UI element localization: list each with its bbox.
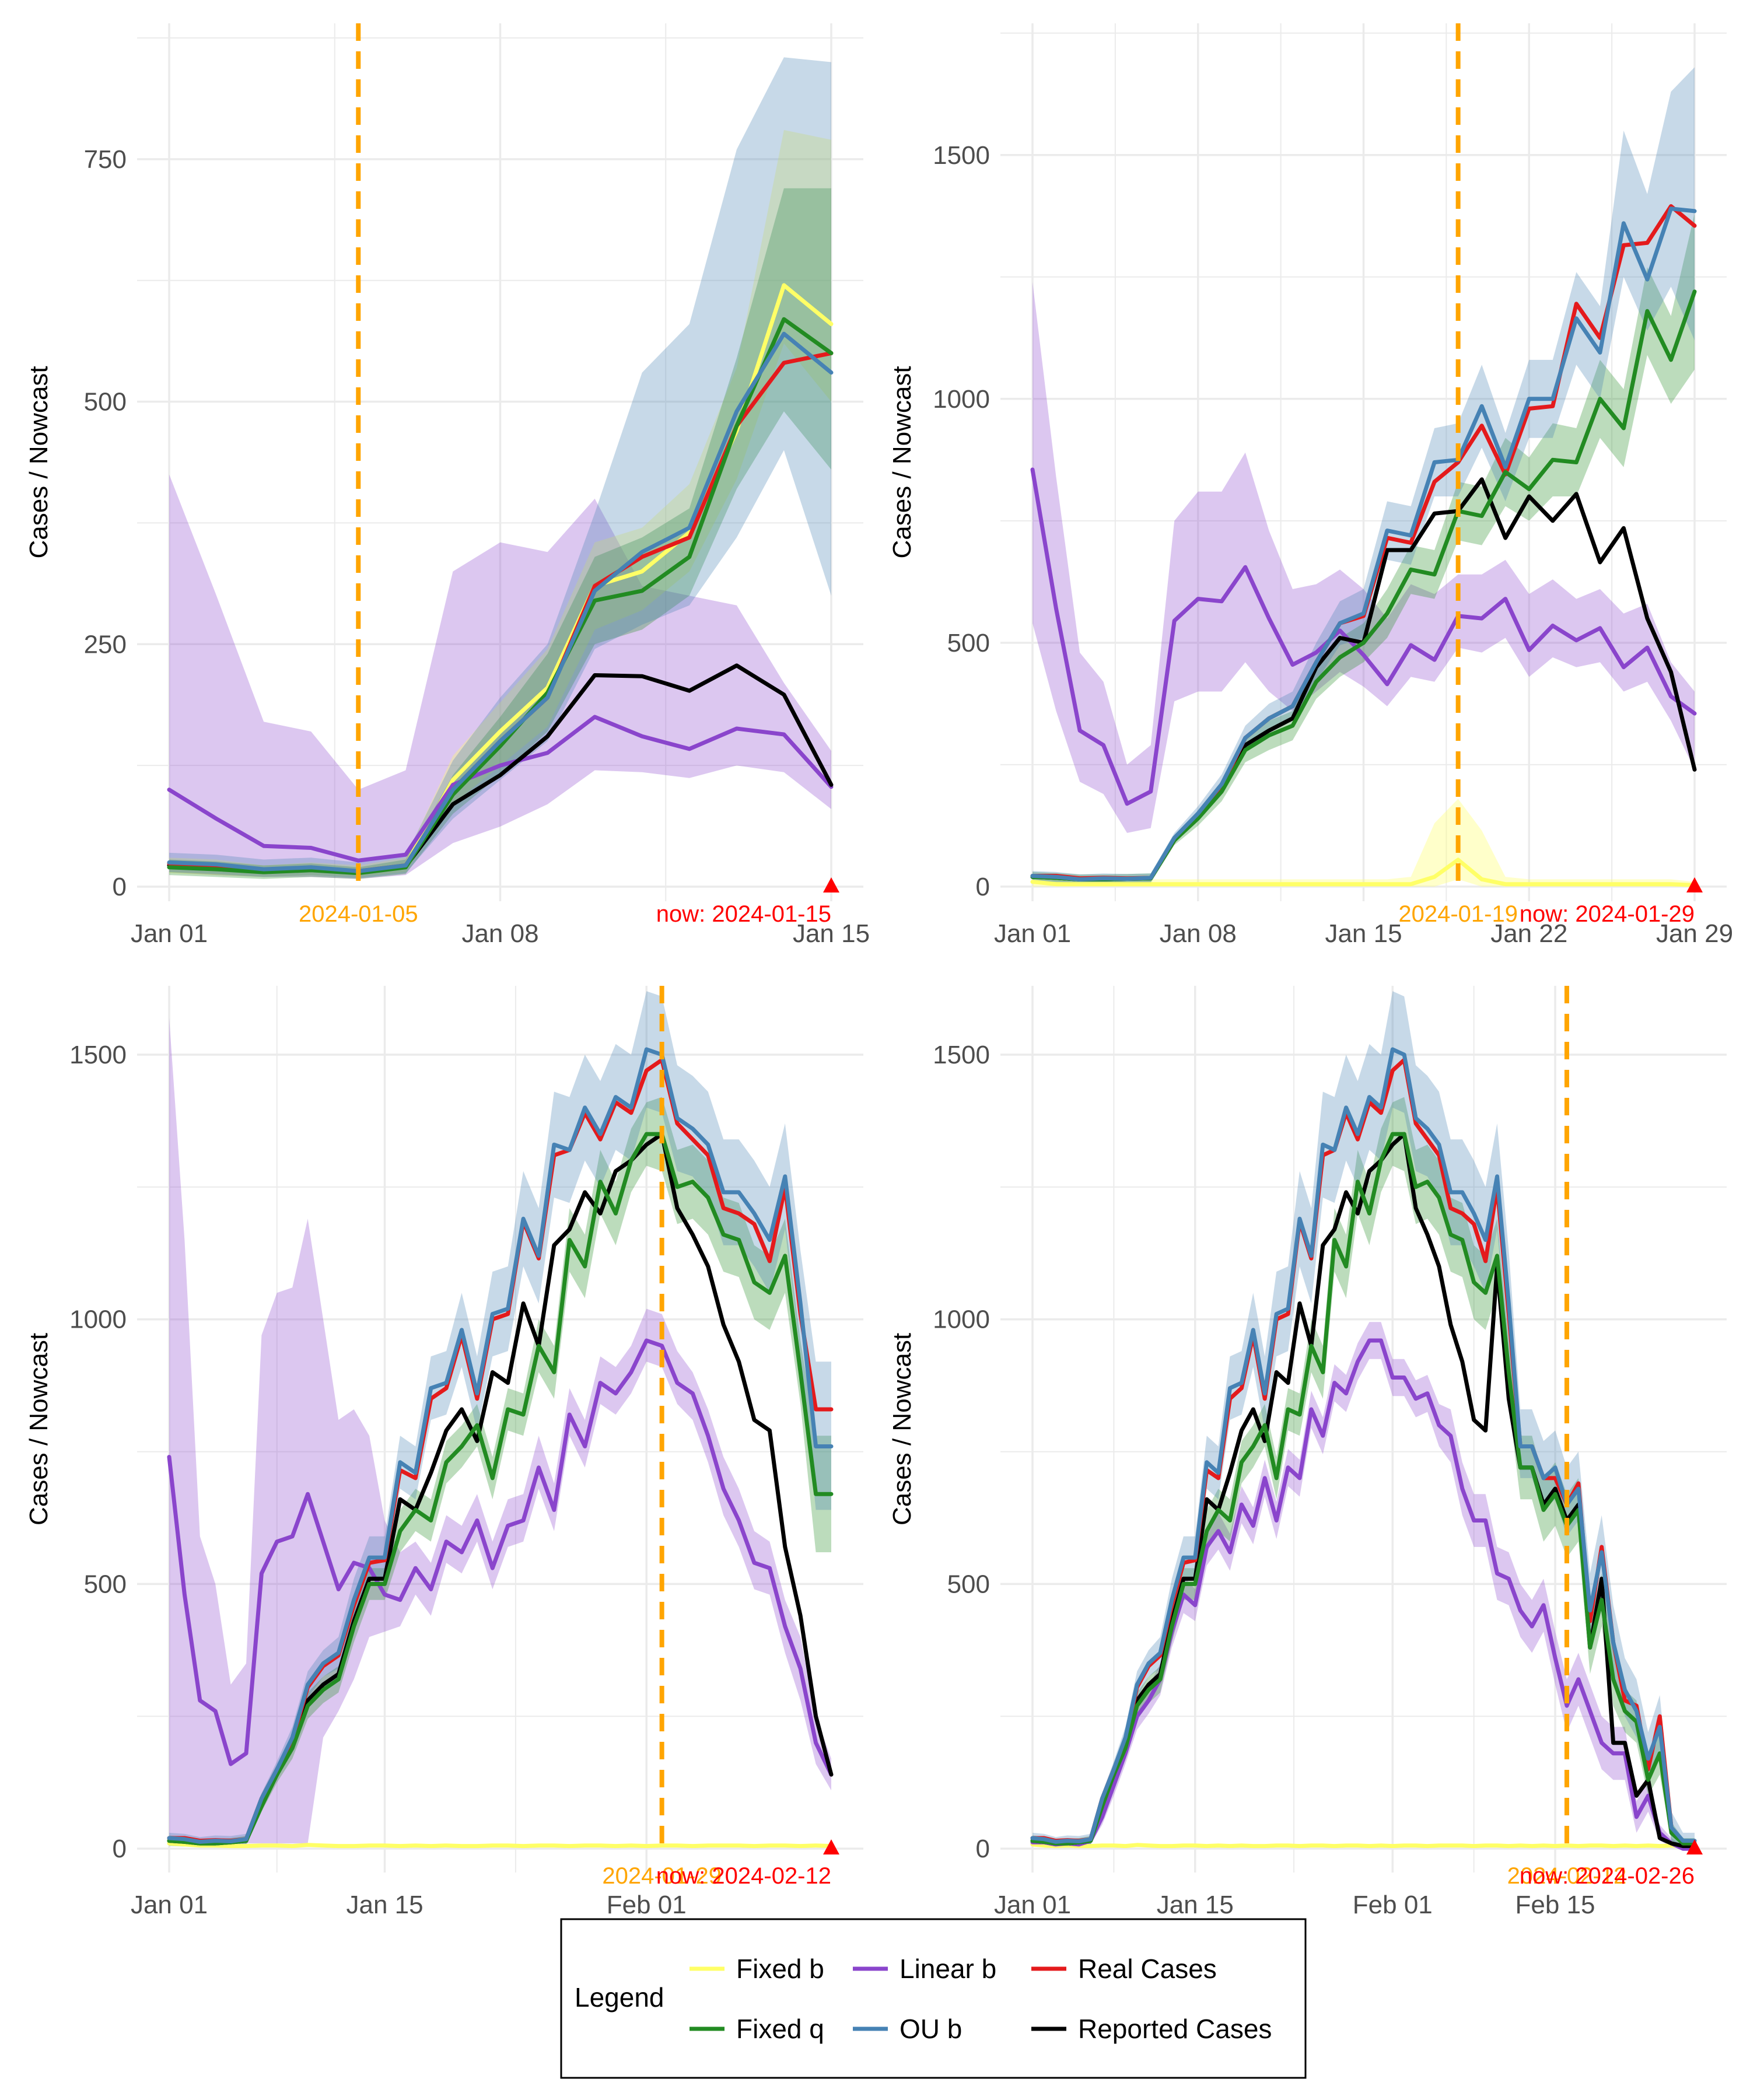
line-ou-b (1030, 206, 1697, 881)
x-tick-label: Feb 15 (1516, 1891, 1595, 1919)
panel-top-right: 0 500 1000 1500 Jan 01 Jan 08 Jan 15 Jan 22 Jan … (888, 23, 1733, 948)
now-label: now: 2024-02-26 (1520, 1863, 1695, 1889)
x-tick-label: Jan 15 (793, 919, 870, 948)
line-fixed-q (167, 317, 834, 876)
legend-title: Legend (575, 1982, 664, 2013)
y-tick-label: 0 (976, 873, 990, 901)
y-tick-label: 0 (113, 873, 127, 901)
line-fixed-b (1030, 858, 1697, 887)
legend-label-fixed-q: Fixed q (736, 2014, 824, 2044)
line-fixed-q (1030, 1132, 1697, 1846)
x-tick-label: Jan 01 (131, 1891, 208, 1919)
x-tick-label: Jan 15 (346, 1891, 423, 1919)
ribbon-linear-b (1032, 282, 1695, 833)
legend-label-reported-cases: Reported Cases (1078, 2014, 1272, 2044)
x-tick-label: Jan 08 (461, 919, 538, 948)
now-marker (1686, 1839, 1703, 1855)
y-tick-label: 1500 (933, 1041, 990, 1069)
line-linear-b (167, 715, 834, 863)
x-tick-label: Jan 01 (131, 919, 208, 948)
y-axis-title: Cases / Nowcast (888, 1333, 916, 1525)
x-tick-label: Jan 15 (1157, 1891, 1234, 1919)
line-ou-b (167, 1047, 834, 1844)
line-fixed-q (167, 1132, 834, 1846)
y-axis-title: Cases / Nowcast (24, 366, 53, 558)
y-tick-label: 750 (84, 145, 127, 174)
cutoff-label: 2024-02-12 (1507, 1863, 1627, 1889)
x-tick-label: Jan 29 (1656, 919, 1733, 948)
x-tick-label: Jan 01 (994, 1891, 1071, 1919)
y-tick-label: 500 (947, 1570, 990, 1598)
y-axis-title: Cases / Nowcast (888, 366, 916, 558)
x-tick-label: Jan 08 (1160, 919, 1237, 948)
ribbon-ou-b (169, 57, 831, 878)
legend-label-ou-b: OU b (900, 2014, 962, 2044)
x-tick-label: Jan 15 (1325, 919, 1402, 948)
y-tick-label: 0 (976, 1835, 990, 1863)
cutoff-label: 2024-01-29 (602, 1863, 722, 1889)
y-tick-label: 500 (84, 388, 127, 416)
y-tick-label: 250 (84, 630, 127, 659)
x-tick-label: Jan 22 (1490, 919, 1567, 948)
line-ou-b (1030, 1047, 1697, 1844)
line-fixed-b (1030, 1842, 1697, 1849)
x-tick-label: Feb 01 (1353, 1891, 1433, 1919)
line-linear-b (1030, 467, 1697, 806)
y-tick-label: 500 (947, 629, 990, 657)
now-marker (823, 1839, 839, 1855)
legend: Legend Fixed b Linear b Real Cases Fixed… (560, 1918, 1307, 2079)
x-tick-label: Jan 01 (994, 919, 1071, 948)
line-fixed-b (167, 1841, 834, 1849)
legend-label-fixed-b: Fixed b (736, 1954, 824, 1984)
y-tick-label: 1500 (69, 1041, 127, 1069)
y-tick-label: 500 (84, 1570, 127, 1598)
ribbon-ou-b (1032, 67, 1695, 883)
cutoff-label: 2024-01-05 (299, 901, 418, 927)
line-linear-b (167, 1338, 834, 1777)
y-tick-label: 1000 (933, 385, 990, 414)
y-tick-label: 1500 (933, 141, 990, 170)
y-axis-title: Cases / Nowcast (24, 1333, 53, 1525)
y-tick-label: 0 (113, 1835, 127, 1863)
cutoff-label: 2024-01-19 (1398, 901, 1518, 927)
legend-box (560, 1918, 1307, 2079)
now-label: now: 2024-01-29 (1520, 901, 1695, 927)
x-tick-label: Feb 01 (607, 1891, 687, 1919)
legend-label-linear-b: Linear b (900, 1954, 996, 1984)
now-marker (823, 877, 839, 893)
ribbon-ou-b (1032, 991, 1695, 1849)
line-ou-b (167, 331, 834, 873)
now-label: now: 2024-02-12 (656, 1863, 831, 1889)
panel-bottom-left: 0 500 1000 1500 Jan 01 Jan 15 Feb 01 Cases / No… (24, 986, 863, 1919)
y-tick-label: 1000 (933, 1306, 990, 1334)
ribbon-linear-b (169, 1017, 831, 1844)
now-marker (1686, 877, 1703, 892)
line-linear-b (1030, 1338, 1697, 1851)
now-label: now: 2024-01-15 (656, 901, 831, 927)
ribbon-linear-b (169, 474, 831, 879)
y-tick-label: 1000 (69, 1306, 127, 1334)
panel-top-left: 0 250 500 750 Jan 01 Jan 08 Jan 15 Cases / Nowc… (24, 23, 870, 948)
panel-bottom-right: 0 500 1000 1500 Jan 01 Jan 15 Feb 01 Feb 15 Case… (888, 986, 1727, 1919)
legend-label-real-cases: Real Cases (1078, 1954, 1217, 1984)
